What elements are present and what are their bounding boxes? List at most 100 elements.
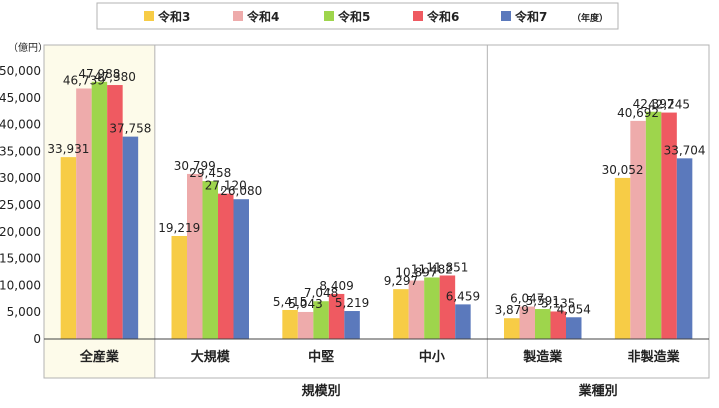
- x-category-label: 大規模: [191, 349, 231, 365]
- bar: [344, 311, 360, 339]
- y-tick-label: 25,000: [0, 198, 41, 212]
- bar: [439, 275, 456, 339]
- y-tick-label: 15,000: [0, 252, 41, 266]
- x-category-label: 全産業: [79, 349, 120, 365]
- legend-entry: 令和5: [337, 9, 370, 24]
- bar-value-label: 5,415: [273, 295, 307, 309]
- bar-value-label: 42,397: [633, 97, 675, 111]
- bar: [504, 318, 520, 339]
- bar: [455, 304, 471, 339]
- legend-swatch: [501, 11, 511, 21]
- bar: [614, 177, 631, 339]
- bar: [91, 81, 108, 340]
- bar: [550, 311, 566, 339]
- legend-entry: 令和3: [157, 9, 190, 24]
- bar-value-label: 9,297: [384, 274, 418, 288]
- legend-box: [96, 2, 619, 30]
- bar: [566, 317, 582, 339]
- y-tick-label: 50,000: [0, 64, 41, 78]
- x-category-label: 製造業: [522, 349, 563, 365]
- bar: [107, 85, 123, 339]
- bar-value-label: 27,120: [205, 179, 247, 193]
- bar-value-label: 19,219: [158, 221, 200, 235]
- bar: [171, 235, 187, 339]
- legend-entry: 令和6: [426, 9, 459, 24]
- y-tick-label: 45,000: [0, 91, 41, 105]
- x-group-label: 業種別: [578, 383, 618, 399]
- bar-value-label: 42,245: [648, 98, 690, 112]
- bar: [645, 111, 662, 340]
- bar: [202, 181, 218, 339]
- bar: [519, 306, 535, 339]
- bar-value-label: 5,135: [541, 296, 575, 310]
- legend-swatch: [324, 11, 334, 21]
- bar: [661, 112, 677, 339]
- bar: [76, 88, 92, 339]
- bar-value-label: 37,758: [109, 122, 151, 136]
- bar-value-label: 29,458: [189, 166, 231, 180]
- bar: [233, 199, 249, 339]
- bar-value-label: 47,988: [78, 67, 120, 81]
- bar-value-label: 5,591: [526, 294, 560, 308]
- bar: [676, 158, 693, 339]
- bar-value-label: 26,080: [220, 184, 262, 198]
- bar: [535, 309, 551, 339]
- legend-swatch: [413, 11, 423, 21]
- bar: [328, 293, 345, 339]
- bar-value-label: 30,799: [174, 159, 216, 173]
- bar: [282, 309, 298, 339]
- bar-value-label: 5,043: [288, 297, 322, 311]
- bar-value-label: 3,879: [495, 303, 529, 317]
- y-tick-label: 40,000: [0, 118, 41, 132]
- x-category-label: 中小: [419, 349, 445, 365]
- bar-value-label: 5,219: [335, 296, 369, 310]
- bar: [393, 289, 409, 339]
- y-axis: 0 5,000 10,000 15,000 20,000 25,000 30,000 35,0…: [0, 64, 41, 346]
- bar-value-label: 47,380: [94, 70, 136, 84]
- bar: [187, 173, 203, 339]
- bar-value-label: 6,459: [446, 289, 480, 303]
- bar-value-label: 30,052: [602, 163, 644, 177]
- y-tick-label: 10,000: [0, 278, 41, 292]
- x-group-label: 規模別: [302, 383, 341, 399]
- y-tick-label: 0: [33, 332, 41, 346]
- bar: [297, 311, 314, 339]
- bar-value-label: 46,739: [63, 73, 105, 87]
- bar-value-label: 10,897: [395, 266, 437, 280]
- y-tick-label: 5,000: [7, 305, 41, 319]
- bar-value-label: 8,409: [319, 279, 353, 293]
- chart-panels: [43, 44, 710, 379]
- y-axis-unit-label: （億円）: [8, 41, 48, 54]
- bar-value-label: 6,047: [510, 292, 544, 306]
- legend: 令和3 令和4 令和5 令和6 令和7 （年度）: [96, 2, 619, 30]
- bar: [122, 136, 139, 339]
- bar: [218, 193, 234, 339]
- legend-entry: 令和7: [514, 9, 547, 24]
- legend-suffix: （年度）: [572, 12, 608, 24]
- bar-value-label: 11,851: [426, 260, 468, 274]
- y-tick-label: 20,000: [0, 225, 41, 239]
- bar-value-label: 33,931: [47, 142, 89, 156]
- bar: [60, 157, 77, 339]
- x-category-label: 非製造業: [628, 349, 681, 365]
- bars: [60, 81, 693, 340]
- bar: [408, 280, 425, 339]
- y-tick-label: 35,000: [0, 144, 41, 158]
- bar-value-label: 11,482: [411, 262, 453, 276]
- y-tick-label: 30,000: [0, 171, 41, 185]
- bar: [424, 277, 440, 339]
- bar: [630, 120, 646, 340]
- x-category-label: 中堅: [308, 349, 334, 365]
- legend-swatch: [233, 11, 243, 21]
- bar: [313, 301, 329, 339]
- legend-entry: 令和4: [246, 9, 279, 24]
- plot-frame: [43, 44, 710, 379]
- legend-swatch: [144, 11, 154, 21]
- bar-value-label: 33,704: [664, 143, 706, 157]
- bar-value-label: 40,692: [617, 106, 659, 120]
- bar-value-label: 4,054: [557, 302, 591, 316]
- bar-value-label: 7,048: [304, 286, 338, 300]
